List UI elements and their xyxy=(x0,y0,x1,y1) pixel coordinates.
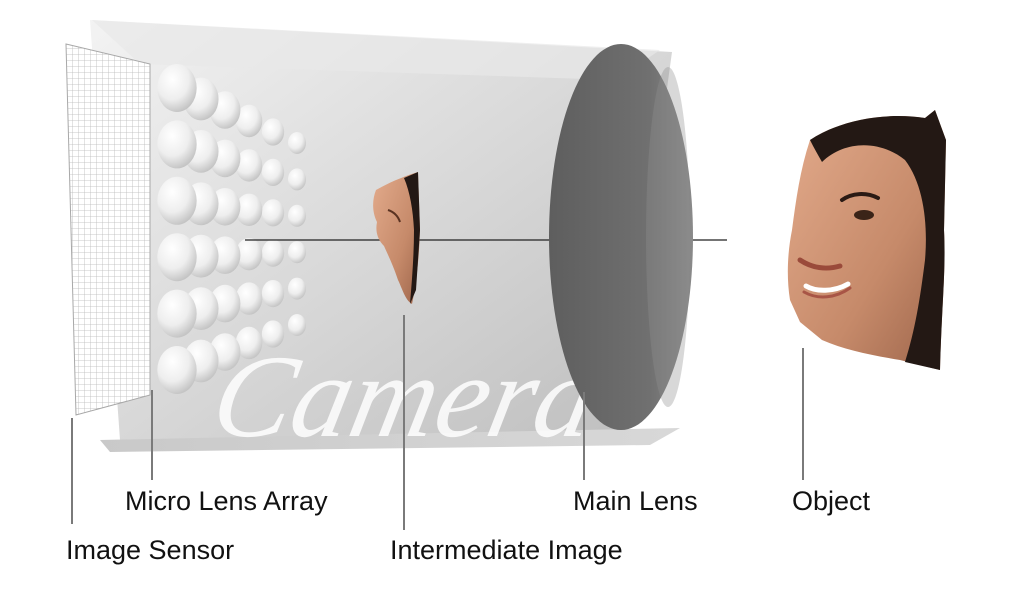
object-face xyxy=(787,110,946,370)
micro-lens xyxy=(235,238,263,271)
label-main-lens: Main Lens xyxy=(573,486,698,516)
micro-lens xyxy=(261,199,285,227)
micro-lens xyxy=(157,346,197,394)
camera-watermark: Camera xyxy=(202,331,610,462)
label-object: Object xyxy=(792,486,871,516)
intermediate-image xyxy=(373,172,420,304)
micro-lens xyxy=(235,149,263,182)
micro-lens xyxy=(157,289,197,338)
micro-lens xyxy=(261,158,285,186)
micro-lens xyxy=(157,64,197,112)
micro-lens xyxy=(209,236,241,274)
micro-lens xyxy=(287,314,307,336)
micro-lens xyxy=(235,326,263,360)
micro-lens xyxy=(157,233,197,282)
micro-lens xyxy=(235,104,263,138)
micro-lens xyxy=(235,193,263,226)
micro-lens-array xyxy=(157,64,307,394)
micro-lens xyxy=(261,118,285,146)
label-micro-lens-array: Micro Lens Array xyxy=(125,486,328,516)
micro-lens xyxy=(235,282,263,315)
label-image-sensor: Image Sensor xyxy=(66,535,234,565)
label-intermediate-image: Intermediate Image xyxy=(390,535,623,565)
micro-lens xyxy=(287,241,307,264)
micro-lens xyxy=(287,277,307,300)
micro-lens xyxy=(261,239,285,267)
micro-lens xyxy=(287,132,307,154)
micro-lens xyxy=(287,168,307,191)
micro-lens xyxy=(287,204,307,227)
micro-lens xyxy=(157,176,197,225)
main-lens xyxy=(549,44,693,430)
micro-lens xyxy=(157,120,197,169)
leader-lines xyxy=(71,315,804,530)
micro-lens xyxy=(261,280,285,308)
labels: Micro Lens Array Main Lens Object Image … xyxy=(66,486,871,565)
micro-lens xyxy=(261,320,285,348)
image-sensor xyxy=(65,43,151,416)
